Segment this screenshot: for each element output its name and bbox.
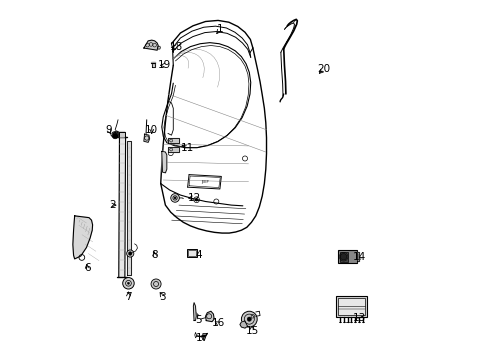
Circle shape <box>127 282 129 284</box>
Circle shape <box>341 253 347 260</box>
Polygon shape <box>240 321 247 328</box>
Text: 10: 10 <box>145 125 158 135</box>
Text: 15: 15 <box>245 325 259 336</box>
Polygon shape <box>157 46 160 49</box>
Text: 13: 13 <box>353 313 367 323</box>
Text: 19: 19 <box>158 60 171 70</box>
Text: 3: 3 <box>159 292 166 302</box>
Circle shape <box>171 194 179 202</box>
Text: 14: 14 <box>353 252 367 262</box>
Text: 17: 17 <box>196 333 209 343</box>
Polygon shape <box>119 132 125 137</box>
Text: JEEP: JEEP <box>201 180 208 184</box>
Bar <box>338 298 365 315</box>
Circle shape <box>195 198 198 201</box>
Circle shape <box>247 317 251 321</box>
Polygon shape <box>162 151 167 173</box>
Polygon shape <box>168 147 179 152</box>
Circle shape <box>112 133 118 139</box>
Circle shape <box>128 252 132 255</box>
Circle shape <box>174 197 176 199</box>
Polygon shape <box>205 311 214 321</box>
Circle shape <box>242 311 257 327</box>
Bar <box>340 252 347 262</box>
Polygon shape <box>168 138 179 143</box>
Bar <box>187 249 197 257</box>
Text: 1: 1 <box>217 24 223 35</box>
Text: 12: 12 <box>188 193 201 203</box>
Text: 6: 6 <box>84 263 91 273</box>
Text: 8: 8 <box>151 250 158 260</box>
Text: 11: 11 <box>181 143 194 153</box>
Polygon shape <box>194 303 196 320</box>
Circle shape <box>126 250 134 257</box>
Bar <box>338 250 357 263</box>
Circle shape <box>122 278 134 289</box>
Bar <box>188 250 196 256</box>
Text: 9: 9 <box>105 125 112 135</box>
Polygon shape <box>152 62 155 67</box>
Text: 20: 20 <box>318 64 330 74</box>
Circle shape <box>151 279 161 289</box>
Text: 16: 16 <box>212 319 225 328</box>
Text: 4: 4 <box>195 250 202 260</box>
Bar <box>337 296 367 317</box>
Polygon shape <box>73 216 93 259</box>
Text: 5: 5 <box>195 315 202 325</box>
Polygon shape <box>119 137 125 277</box>
Text: 18: 18 <box>170 42 183 52</box>
Polygon shape <box>144 134 149 142</box>
Polygon shape <box>357 252 359 261</box>
Text: 2: 2 <box>109 200 116 210</box>
Polygon shape <box>144 40 158 50</box>
Text: 7: 7 <box>125 292 132 302</box>
Polygon shape <box>151 62 155 63</box>
Polygon shape <box>127 140 131 275</box>
